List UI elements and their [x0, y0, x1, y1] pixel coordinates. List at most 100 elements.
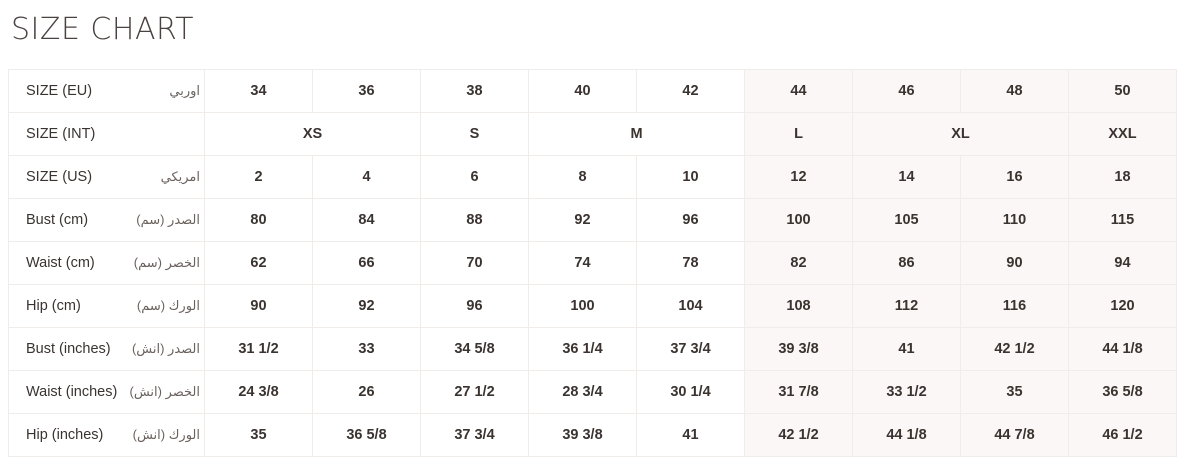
size-cell: 40	[528, 69, 637, 113]
size-cell: S	[420, 112, 529, 156]
size-cell: 18	[1068, 155, 1177, 199]
size-cell: 42 1/2	[744, 413, 853, 457]
page-title: SIZE CHART	[11, 12, 194, 47]
size-cell: 28 3/4	[528, 370, 637, 414]
size-cell: 6	[420, 155, 529, 199]
size-cell: 86	[852, 241, 961, 285]
size-cell: 62	[204, 241, 313, 285]
row-label-en: Bust (inches)	[26, 341, 111, 357]
size-cell: 84	[312, 198, 421, 242]
size-cell: M	[528, 112, 745, 156]
size-cell: 48	[960, 69, 1069, 113]
row-label: SIZE (INT)	[8, 112, 205, 156]
size-cell: 92	[312, 284, 421, 328]
size-cell: 104	[636, 284, 745, 328]
size-cell: 96	[420, 284, 529, 328]
row-label-ar: الورك (انش)	[132, 427, 200, 442]
table-row: Waist (cm) الخصر (سم) 62 66 70 74 78 82 86 90 94	[8, 241, 1177, 285]
row-label: Waist (cm) الخصر (سم)	[8, 241, 205, 285]
size-cell: 36 1/4	[528, 327, 637, 371]
size-cell: 12	[744, 155, 853, 199]
size-cell: 34 5/8	[420, 327, 529, 371]
row-label-ar: الخصر (سم)	[133, 255, 200, 270]
table-row: Hip (inches) الورك (انش) 35 36 5/8 37 3/4 39 …	[8, 413, 1177, 457]
size-cell: 34	[204, 69, 313, 113]
size-cell: 92	[528, 198, 637, 242]
table-row: Bust (cm) الصدر (سم) 80 84 88 92 96 100 105 110 11…	[8, 198, 1177, 242]
size-cell: 36 5/8	[1068, 370, 1177, 414]
size-cell: 41	[636, 413, 745, 457]
size-cell: 8	[528, 155, 637, 199]
size-cell: 26	[312, 370, 421, 414]
size-cell: 36 5/8	[312, 413, 421, 457]
size-cell: 66	[312, 241, 421, 285]
size-cell: 31 1/2	[204, 327, 313, 371]
size-cell: 33	[312, 327, 421, 371]
size-cell: 37 3/4	[420, 413, 529, 457]
size-chart-table: SIZE (EU) اوربي 34 36 38 40 42 44 46 48 50 SIZE (IN…	[8, 69, 1177, 457]
size-cell: 39 3/8	[744, 327, 853, 371]
row-label-en: Bust (cm)	[26, 212, 89, 228]
size-cell: 112	[852, 284, 961, 328]
size-cell: 46	[852, 69, 961, 113]
size-cell: XXL	[1068, 112, 1177, 156]
row-label-ar: الورك (سم)	[136, 298, 200, 313]
row-label: Hip (inches) الورك (انش)	[8, 413, 205, 457]
row-label-ar: امريكي	[160, 169, 200, 184]
table-row: Bust (inches) الصدر (انش) 31 1/2 33 34 5/8 36…	[8, 327, 1177, 371]
size-cell: 100	[744, 198, 853, 242]
size-cell: 35	[960, 370, 1069, 414]
size-cell: 44 7/8	[960, 413, 1069, 457]
size-cell: 116	[960, 284, 1069, 328]
size-cell: 41	[852, 327, 961, 371]
size-cell: 78	[636, 241, 745, 285]
size-cell: XS	[204, 112, 421, 156]
table-row: SIZE (EU) اوربي 34 36 38 40 42 44 46 48 50	[8, 69, 1177, 113]
row-label-en: Waist (cm)	[26, 255, 95, 271]
size-cell: 110	[960, 198, 1069, 242]
table-row: SIZE (INT) XS S M L XL XXL	[8, 112, 1177, 156]
size-cell: XL	[852, 112, 1069, 156]
size-cell: 10	[636, 155, 745, 199]
size-cell: 35	[204, 413, 313, 457]
row-label-ar: الخصر (انش)	[129, 384, 200, 399]
row-label: Bust (inches) الصدر (انش)	[8, 327, 205, 371]
row-label: SIZE (US) امريكي	[8, 155, 205, 199]
size-cell: 27 1/2	[420, 370, 529, 414]
size-cell: 90	[204, 284, 313, 328]
size-cell: 46 1/2	[1068, 413, 1177, 457]
size-cell: 16	[960, 155, 1069, 199]
size-cell: 88	[420, 198, 529, 242]
size-cell: 4	[312, 155, 421, 199]
size-cell: 96	[636, 198, 745, 242]
row-label: Hip (cm) الورك (سم)	[8, 284, 205, 328]
row-label-en: SIZE (INT)	[26, 126, 96, 142]
size-cell: 50	[1068, 69, 1177, 113]
size-cell: 100	[528, 284, 637, 328]
size-cell: 33 1/2	[852, 370, 961, 414]
size-cell: 105	[852, 198, 961, 242]
size-cell: 108	[744, 284, 853, 328]
size-cell: 80	[204, 198, 313, 242]
size-cell: 70	[420, 241, 529, 285]
row-label-en: Waist (inches)	[26, 384, 118, 400]
size-cell: 74	[528, 241, 637, 285]
size-cell: 90	[960, 241, 1069, 285]
row-label-en: Hip (cm)	[26, 298, 81, 314]
size-cell: L	[744, 112, 853, 156]
size-cell: 30 1/4	[636, 370, 745, 414]
size-cell: 44	[744, 69, 853, 113]
table-row: Waist (inches) الخصر (انش) 24 3/8 26 27 1/2 2…	[8, 370, 1177, 414]
size-cell: 31 7/8	[744, 370, 853, 414]
size-cell: 39 3/8	[528, 413, 637, 457]
size-cell: 42	[636, 69, 745, 113]
size-cell: 2	[204, 155, 313, 199]
row-label-en: SIZE (US)	[26, 169, 93, 185]
size-cell: 44 1/8	[852, 413, 961, 457]
row-label: SIZE (EU) اوربي	[8, 69, 205, 113]
size-cell: 42 1/2	[960, 327, 1069, 371]
row-label: Bust (cm) الصدر (سم)	[8, 198, 205, 242]
size-cell: 82	[744, 241, 853, 285]
row-label-ar: الصدر (انش)	[131, 341, 200, 356]
size-cell: 120	[1068, 284, 1177, 328]
